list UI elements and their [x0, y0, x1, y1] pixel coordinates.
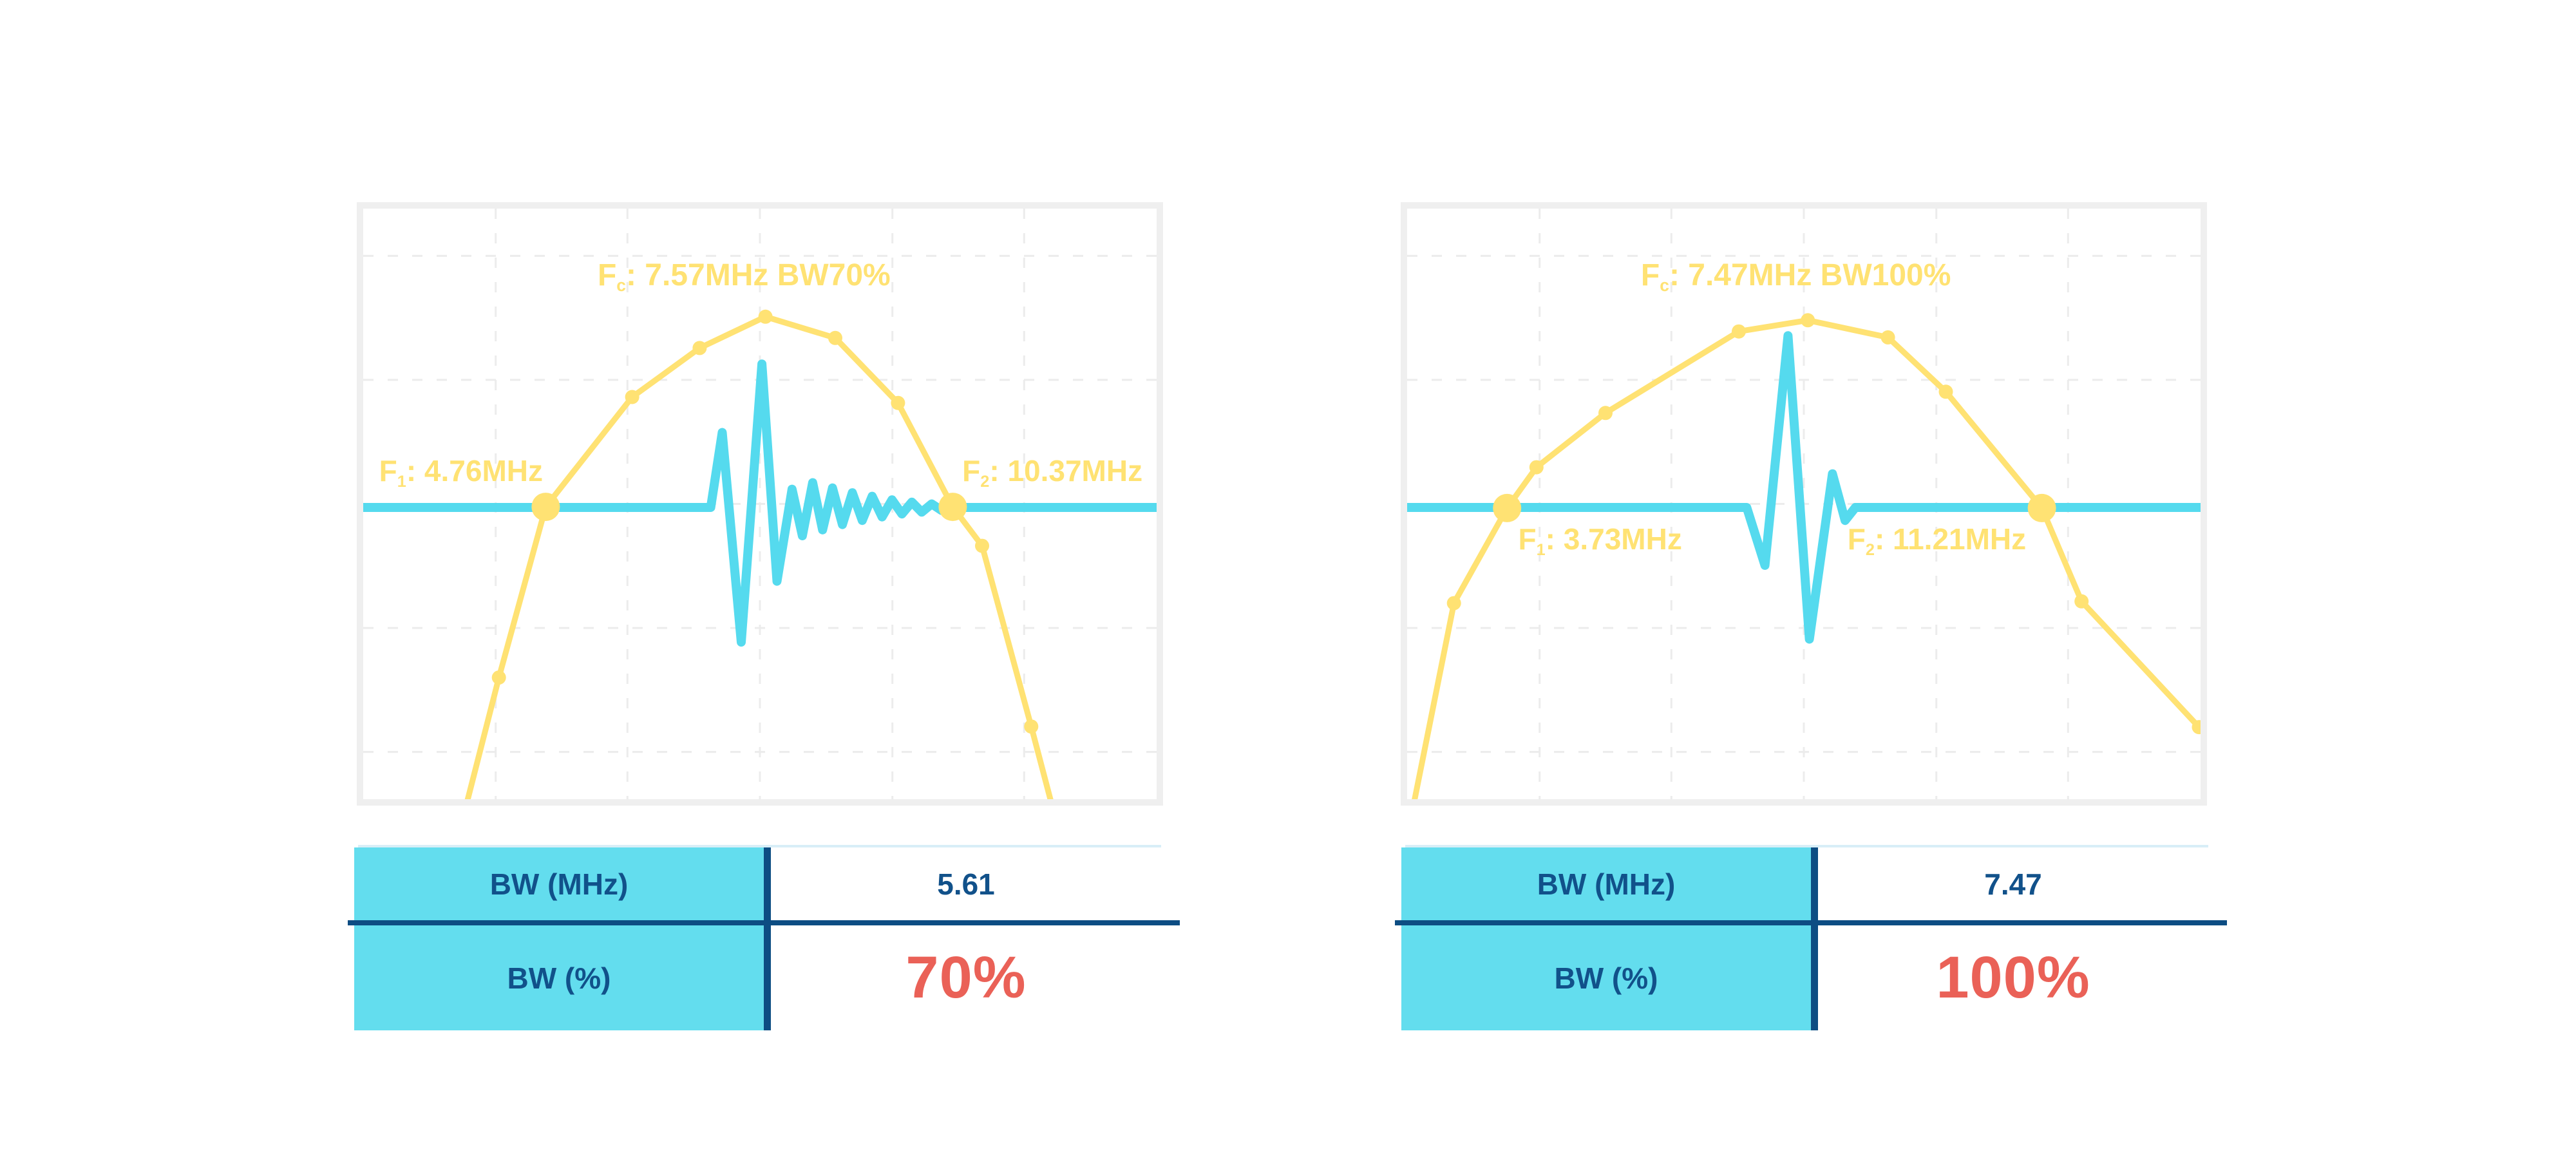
table-row-value-percent: 100%: [1936, 945, 2090, 1010]
table-row-value: 5.61: [937, 867, 995, 901]
table-row-label: BW (%): [1554, 961, 1658, 995]
table-header-cell: [354, 847, 764, 1030]
table-column-divider: [764, 847, 771, 1030]
table-row-value: 7.47: [1984, 867, 2042, 901]
table-row-label: BW (MHz): [1537, 867, 1676, 901]
chart-bw70: Fc: 7.57MHz BW70% F1: 4.76MHz F2: 10.37M…: [357, 202, 1163, 806]
table-header-cell: [1401, 847, 1811, 1030]
table-row-label: BW (MHz): [489, 867, 629, 901]
spectrum-pulse-plot-bw70: [363, 209, 1157, 799]
table-row-divider: [348, 920, 1180, 925]
center-frequency-label: Fc: 7.57MHz BW70%: [597, 258, 891, 296]
f1-label: F1: 3.73MHz: [1518, 522, 1682, 559]
table-top-line: [1405, 845, 2208, 847]
chart-bw100: Fc: 7.47MHz BW100% F1: 3.73MHz F2: 11.21…: [1401, 202, 2207, 806]
table-row-divider: [1395, 920, 2227, 925]
f1-label: F1: 4.76MHz: [379, 454, 543, 491]
table-row-label: BW (%): [507, 961, 611, 995]
table-row-value-percent: 70%: [905, 945, 1027, 1010]
f2-label: F2: 11.21MHz: [1847, 522, 2027, 559]
center-frequency-label: Fc: 7.47MHz BW100%: [1640, 258, 1951, 296]
table-column-divider: [1811, 847, 1818, 1030]
spectrum-pulse-plot-bw100: [1407, 209, 2201, 799]
f2-label: F2: 10.37MHz: [962, 454, 1143, 491]
table-top-line: [358, 845, 1161, 847]
